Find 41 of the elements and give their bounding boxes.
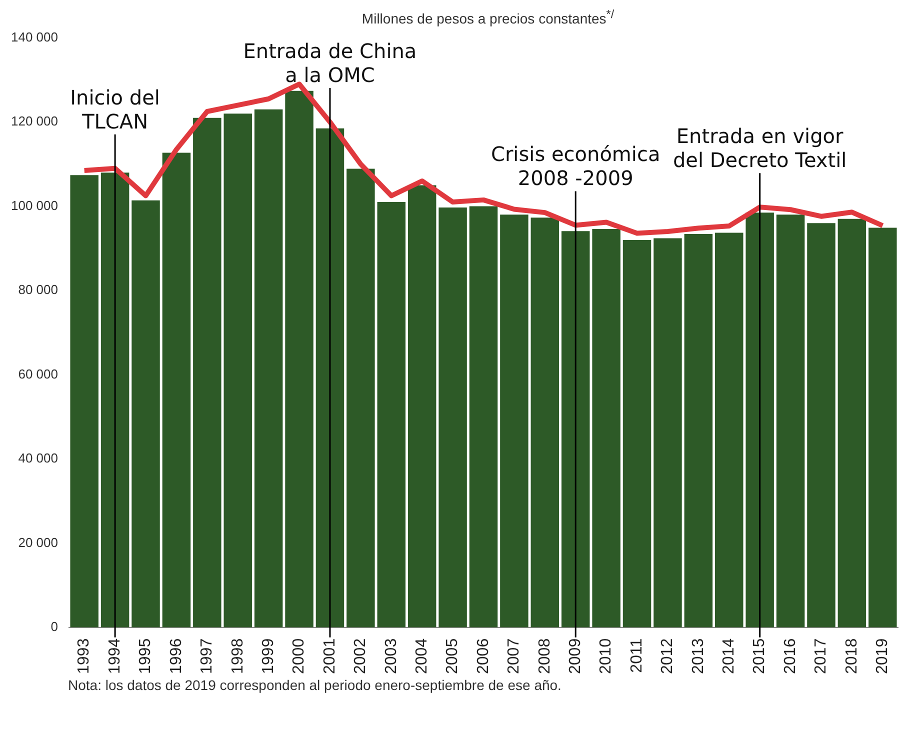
x-tick-label: 2010 [598,638,615,674]
x-tick-label: 2009 [567,638,584,674]
x-tick-label: 1994 [106,638,124,674]
x-tick-label: 1999 [260,638,277,674]
ref-line-label: Crisis económica 2008 -2009 [490,142,660,190]
y-tick-label: 60 000 [18,366,58,381]
y-tick-label: 0 [50,618,58,634]
ref-line-label: Entrada en vigor del Decreto Textil [672,124,847,172]
chart-title: Millones de pesos a precios constantes$^{*/}$ [360,8,616,27]
y-tick-label: 80 000 [18,282,58,297]
x-tick-label: 2002 [352,638,370,674]
x-tick-label: 2013 [690,638,707,674]
x-tick-label: 1996 [168,638,185,674]
ref-line-label: Entrada de China a la OMC [243,38,417,87]
x-tick-label: 2011 [628,638,646,672]
x-tick-label: 2003 [382,638,400,674]
x-tick-label: 2001 [321,638,338,674]
x-tick-label: 1997 [198,638,216,674]
ref-line-label: Inicio del TLCAN [70,85,160,134]
x-tick-label: 1998 [229,638,246,674]
y-tick-label: 100 000 [10,197,58,212]
x-tick-label: 2016 [782,638,799,674]
x-tick-label: 2019 [874,638,892,674]
y-tick-label: 20 000 [18,534,58,550]
x-tick-label: 2008 [536,638,554,674]
x-tick-label: 2017 [812,638,830,674]
x-tick-label: 2007 [506,638,523,674]
x-tick-label: 2004 [413,638,430,674]
y-tick-label: 140 000 [10,29,58,44]
x-tick-label: 2005 [444,638,462,674]
x-tick-label: 2006 [474,638,492,674]
x-tick-label: 1995 [137,638,154,674]
x-tick-label: 2015 [751,638,768,674]
x-tick-label: 2014 [720,638,738,674]
x-tick-label: 2012 [659,638,676,674]
x-tick-label: 2000 [290,638,308,674]
y-tick-label: 120 000 [10,113,58,128]
x-tick-label: 2018 [843,638,860,674]
x-tick-label: 1993 [76,638,93,674]
y-tick-label: 40 000 [18,450,58,466]
text: Nota: los datos de 2019 corresponden al periodo enero-septiembre de ese año. [67,676,562,693]
